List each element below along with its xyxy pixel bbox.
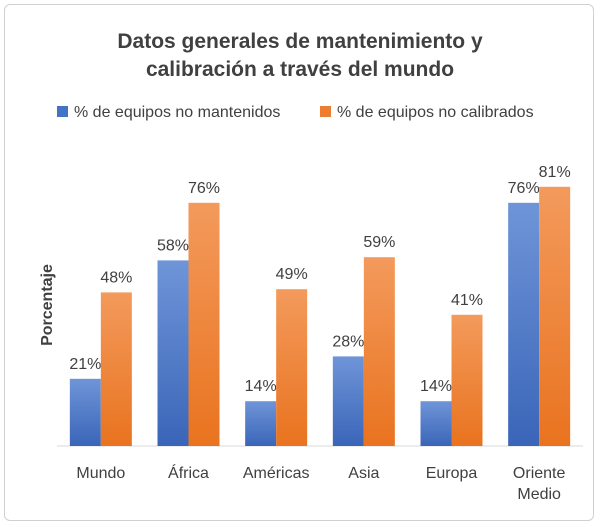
category-label: Oriente	[513, 465, 566, 482]
category-label: Américas	[243, 465, 310, 482]
bar-no-mantenidos	[69, 378, 101, 446]
data-label-no-calibrados: 76%	[188, 180, 220, 197]
data-label-no-mantenidos: 28%	[332, 333, 364, 350]
category-label: Europa	[426, 465, 478, 482]
legend-label-no-mantenidos: % de equipos no mantenidos	[74, 104, 280, 121]
category-label: Asia	[348, 465, 379, 482]
data-label-no-mantenidos: 76%	[508, 180, 540, 197]
bar-no-calibrados	[539, 186, 571, 447]
data-label-no-mantenidos: 14%	[420, 378, 452, 395]
data-label-no-mantenidos: 14%	[245, 378, 277, 395]
bar-no-mantenidos	[157, 260, 189, 446]
legend: % de equipos no mantenidos % de equipos n…	[57, 104, 534, 121]
bar-no-calibrados	[363, 257, 395, 446]
plot-area: 21% 48% Mundo 58% 76% África 14% 49% Américas 28%…	[57, 164, 583, 503]
bar-no-calibrados	[188, 202, 220, 446]
bar-no-mantenidos	[508, 202, 540, 446]
bar-no-mantenidos	[245, 401, 277, 446]
data-label-no-calibrados: 59%	[363, 234, 395, 251]
legend-swatch-no-mantenidos	[57, 106, 68, 117]
bar-no-calibrados	[276, 289, 308, 446]
data-label-no-calibrados: 41%	[451, 292, 483, 309]
category-label: África	[168, 463, 209, 482]
bar-no-mantenidos	[332, 356, 364, 446]
category-label: Mundo	[76, 465, 125, 482]
category-label: Medio	[517, 486, 561, 503]
bar-no-calibrados	[100, 292, 132, 446]
chart-title-line-2: calibración a través del mundo	[146, 58, 454, 81]
chart-title-line-1: Datos generales de mantenimiento y	[117, 30, 483, 53]
y-axis-label: Porcentaje	[39, 264, 56, 346]
legend-label-no-calibrados: % de equipos no calibrados	[337, 104, 534, 121]
bar-no-calibrados	[451, 314, 483, 446]
bar-no-mantenidos	[420, 401, 452, 446]
data-label-no-calibrados: 81%	[539, 164, 571, 181]
data-label-no-mantenidos: 58%	[157, 237, 189, 254]
legend-swatch-no-calibrados	[320, 106, 331, 117]
data-label-no-calibrados: 49%	[276, 266, 308, 283]
data-label-no-mantenidos: 21%	[69, 356, 101, 373]
data-label-no-calibrados: 48%	[100, 269, 132, 286]
